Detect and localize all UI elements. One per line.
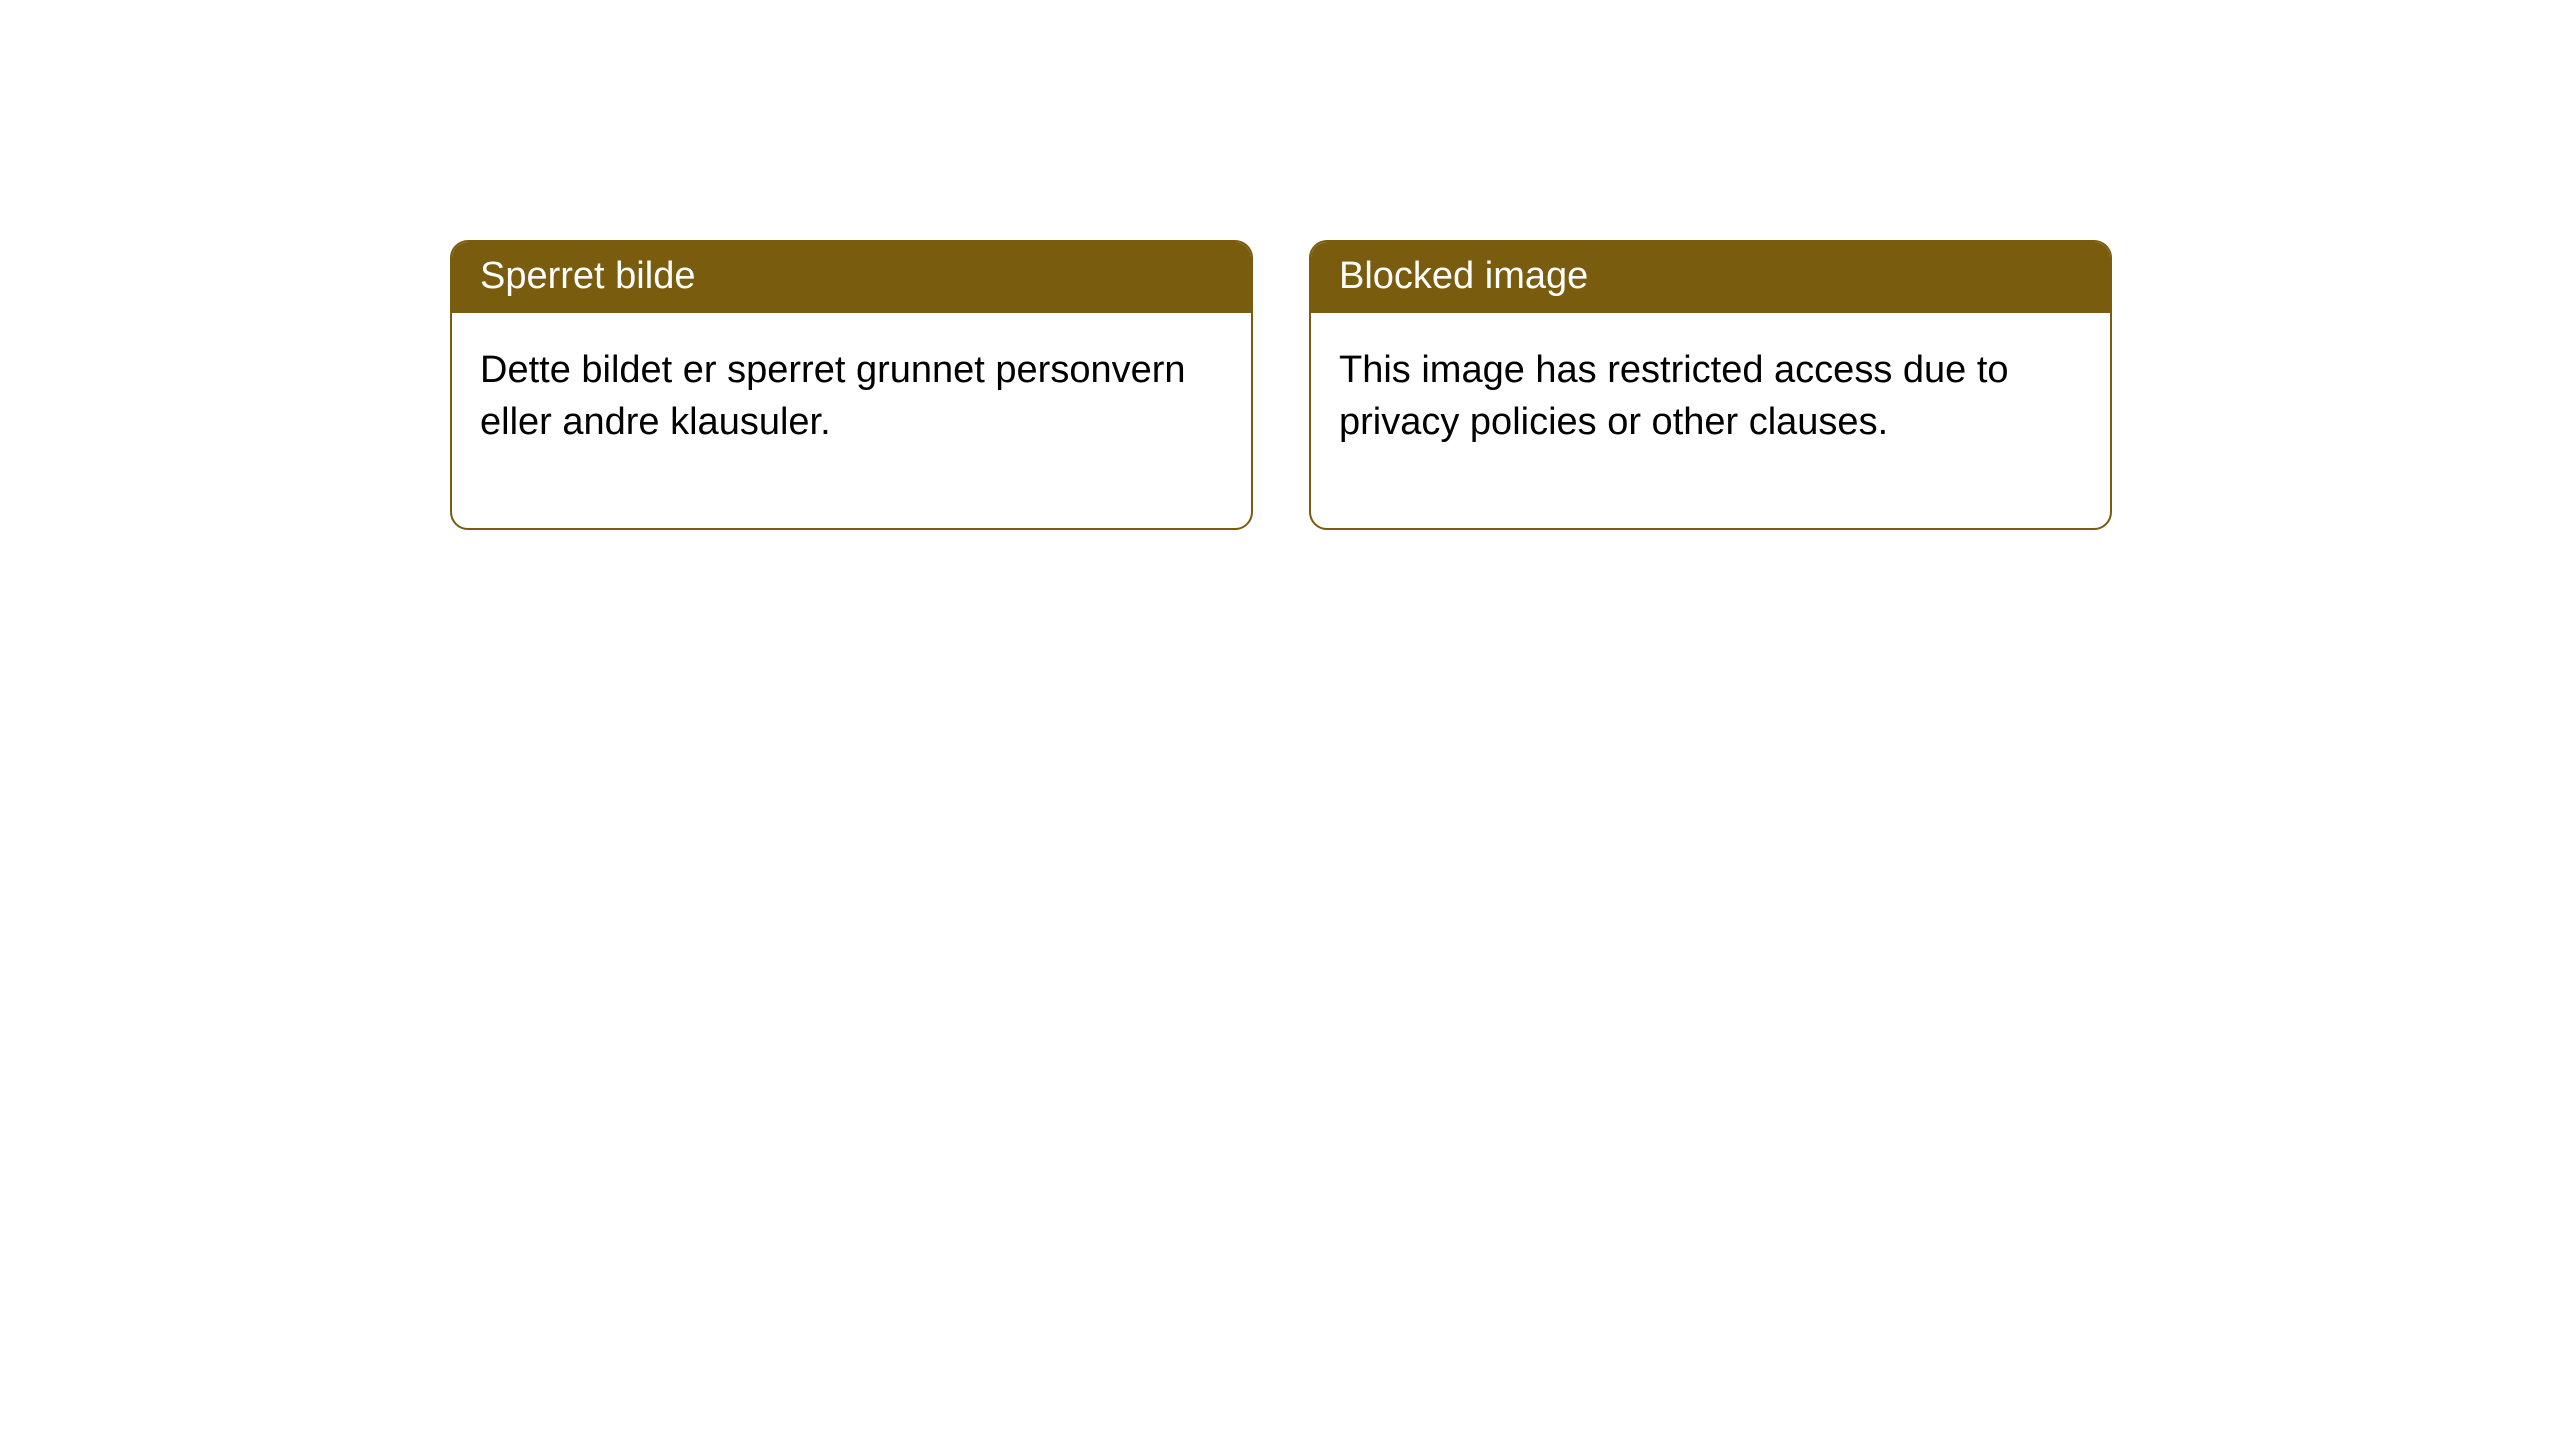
- notice-header: Sperret bilde: [452, 242, 1251, 313]
- notice-body: Dette bildet er sperret grunnet personve…: [452, 313, 1251, 528]
- notice-container: Sperret bilde Dette bildet er sperret gr…: [0, 0, 2560, 530]
- notice-card-english: Blocked image This image has restricted …: [1309, 240, 2112, 530]
- notice-header: Blocked image: [1311, 242, 2110, 313]
- notice-body: This image has restricted access due to …: [1311, 313, 2110, 528]
- notice-card-norwegian: Sperret bilde Dette bildet er sperret gr…: [450, 240, 1253, 530]
